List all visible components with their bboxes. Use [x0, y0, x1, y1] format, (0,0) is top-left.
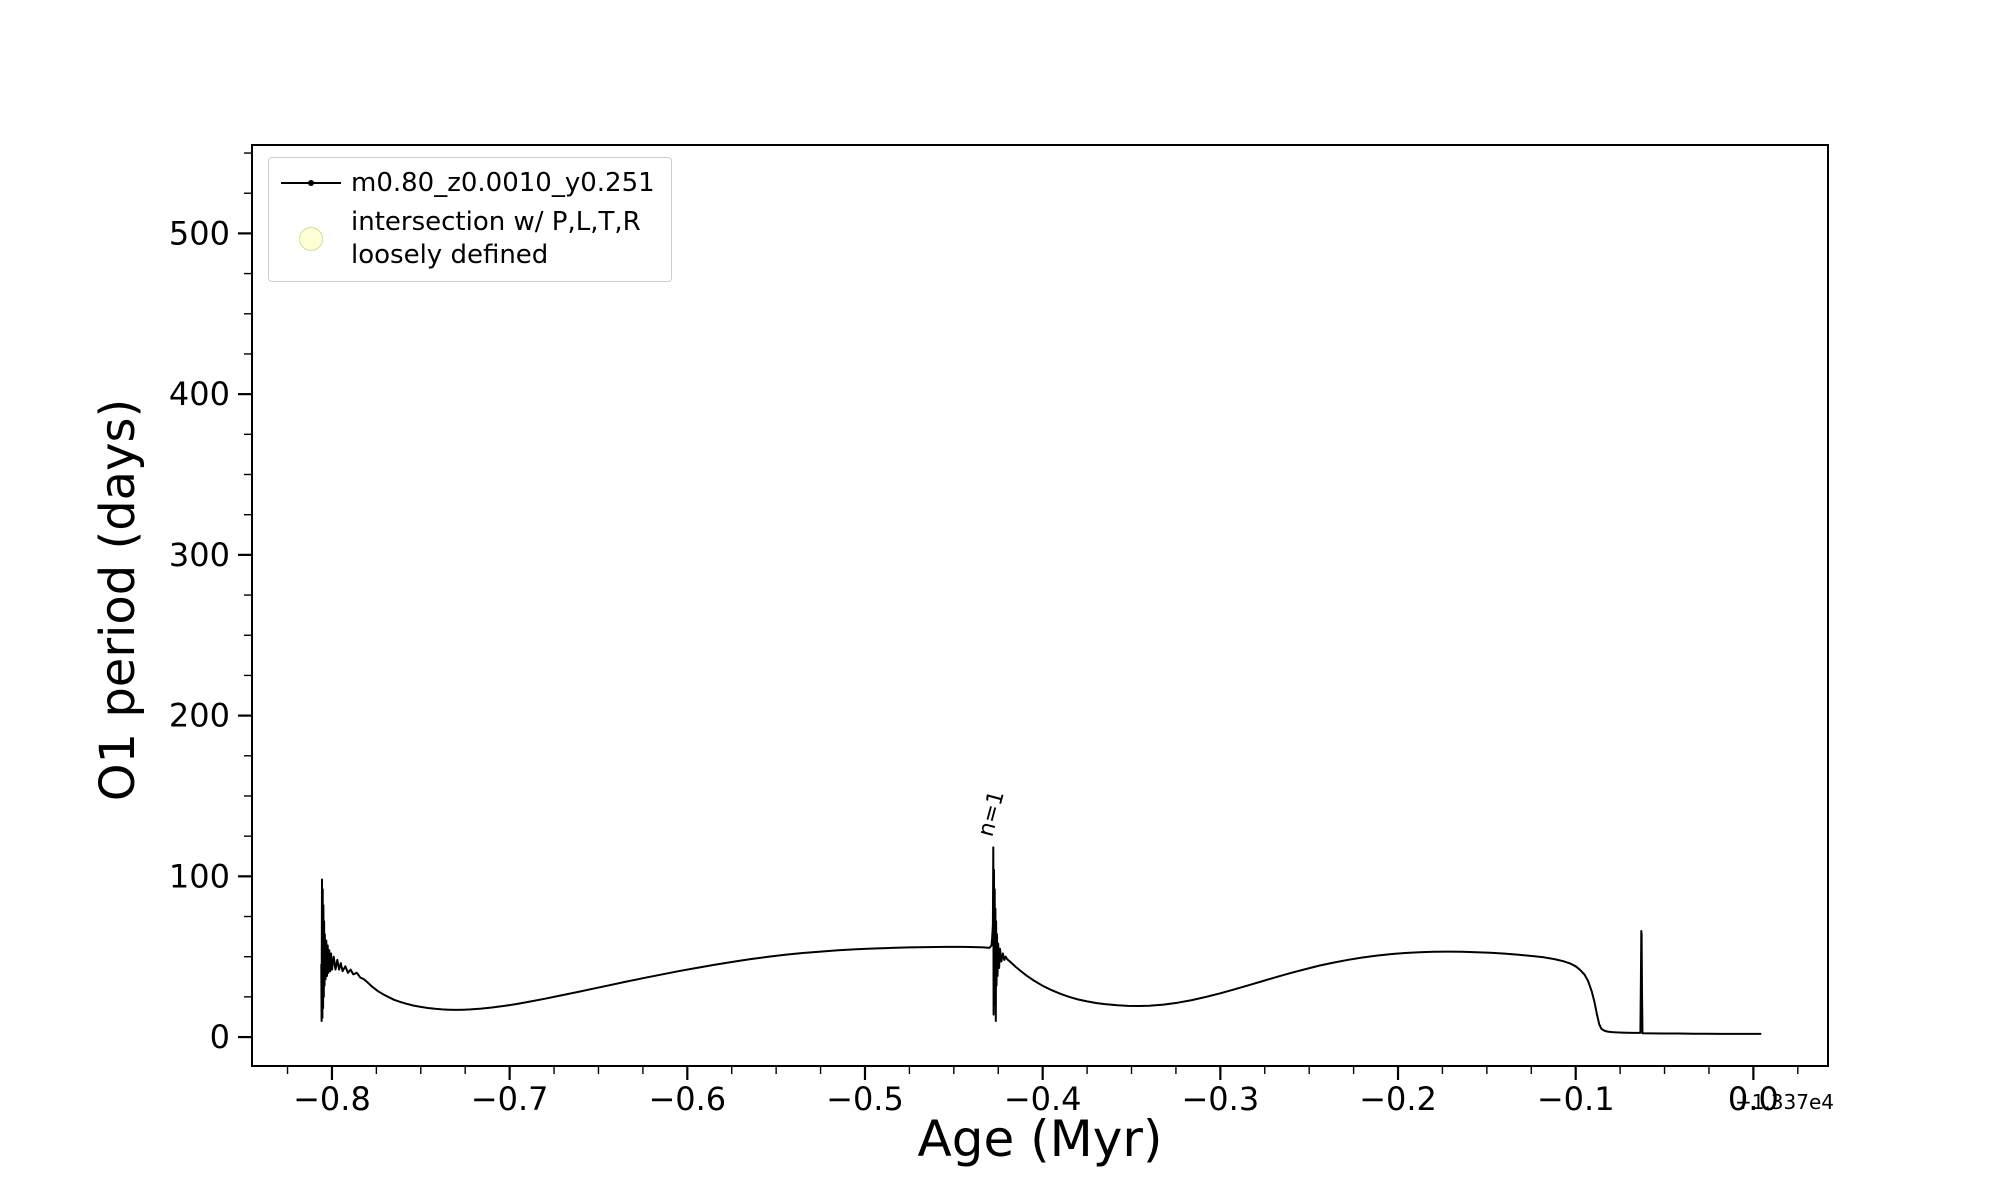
x-tick-label: −0.3	[1181, 1080, 1259, 1118]
circle-marker-sample-icon	[281, 222, 341, 256]
y-tick-label: 300	[169, 536, 230, 574]
legend-dot-marker-icon	[308, 180, 314, 186]
x-tick-label: −0.2	[1359, 1080, 1437, 1118]
y-tick-label: 200	[169, 697, 230, 735]
legend-entry-intersection: intersection w/ P,L,T,R loosely defined	[281, 206, 655, 271]
axes-frame	[251, 144, 1829, 1067]
x-tick-label: −0.7	[471, 1080, 549, 1118]
legend-intersection-label-line1: intersection w/ P,L,T,R	[351, 207, 641, 237]
legend-entry-series: m0.80_z0.0010_y0.251	[281, 166, 655, 200]
x-axis-label: Age (Myr)	[917, 1110, 1163, 1168]
y-tick-label: 0	[210, 1018, 230, 1056]
x-tick-label: −0.4	[1004, 1080, 1082, 1118]
annotation-n1: n=1	[974, 788, 1010, 839]
y-tick-label: 100	[169, 857, 230, 895]
line-marker-sample-icon	[281, 166, 341, 200]
y-tick-label: 400	[169, 375, 230, 413]
series-line	[320, 846, 1762, 1035]
x-tick-label: −0.8	[293, 1080, 371, 1118]
x-tick-label: −0.5	[826, 1080, 904, 1118]
legend: m0.80_z0.0010_y0.251 intersection w/ P,L…	[268, 157, 672, 282]
x-tick-label: −0.1	[1537, 1080, 1615, 1118]
legend-intersection-label: intersection w/ P,L,T,R loosely defined	[351, 206, 641, 271]
legend-intersection-label-line2: loosely defined	[351, 239, 549, 270]
y-tick-label: 500	[169, 214, 230, 252]
x-axis-offset-text: +1.337e4	[1734, 1090, 1834, 1114]
y-axis-label: O1 period (days)	[90, 398, 146, 802]
x-tick-label: 0.0	[1728, 1080, 1779, 1118]
x-tick-label: −0.6	[648, 1080, 726, 1118]
legend-series-label: m0.80_z0.0010_y0.251	[351, 167, 655, 198]
intersection-marker-icon	[299, 226, 323, 251]
